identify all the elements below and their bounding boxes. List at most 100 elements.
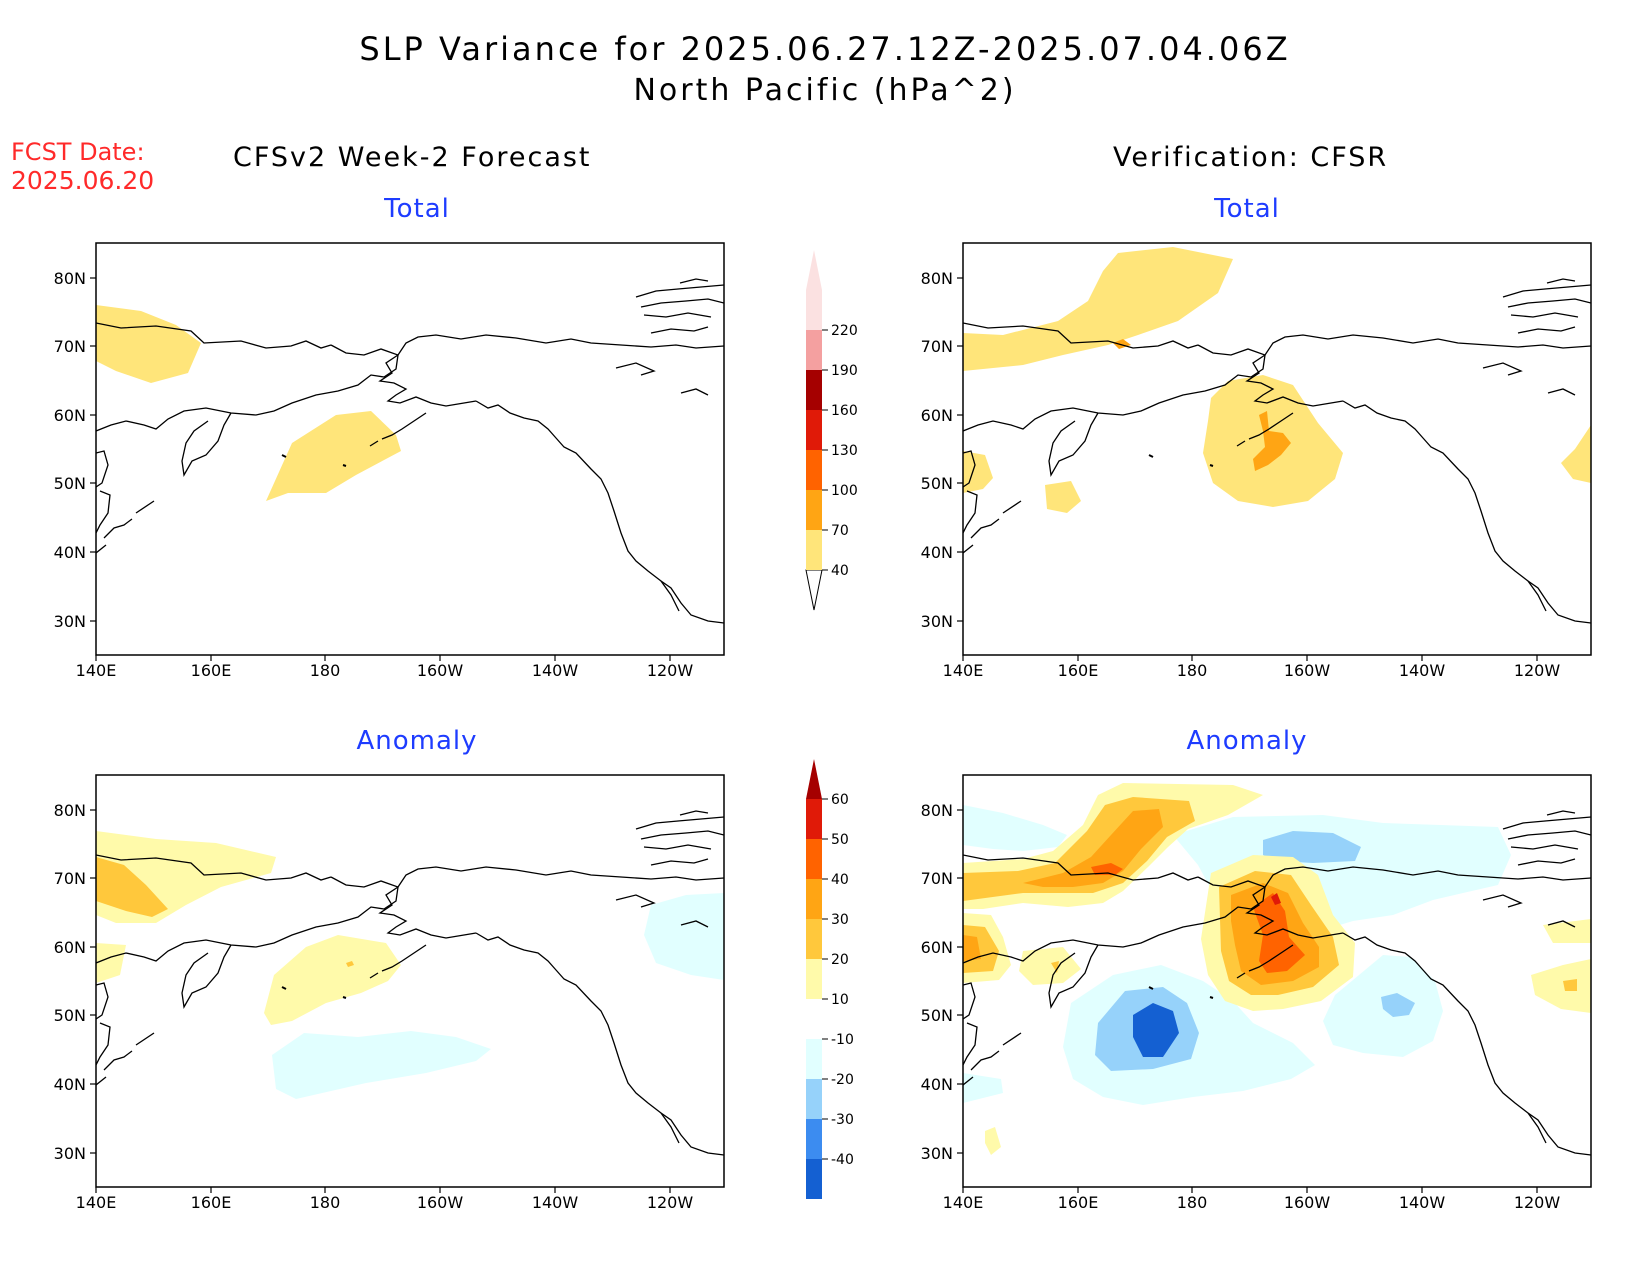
forecast-anomaly-map-frame — [95, 774, 725, 1188]
colorbar-segment — [806, 1079, 822, 1119]
forecast-anomaly-field — [96, 810, 724, 1156]
forecast-date-value: 2025.06.20 — [11, 166, 155, 195]
colorbar-label: 20 — [831, 952, 849, 968]
colorbar-segment — [806, 839, 822, 879]
lat-tick-label: 30N — [921, 1144, 953, 1163]
colorbar-label: 160 — [831, 403, 858, 419]
colorbar-segment — [806, 799, 822, 839]
lon-tick-label: 140E — [943, 661, 984, 680]
colorbar-label: 70 — [831, 523, 849, 539]
lon-tick-label: 140E — [943, 1193, 984, 1212]
colorbar-label: 50 — [831, 832, 849, 848]
colorbar-lower-extension — [805, 569, 823, 611]
lon-tick-label: 140W — [532, 1193, 579, 1212]
lat-tick-label: 40N — [921, 1075, 953, 1094]
colorbar-label: 190 — [831, 363, 858, 379]
verification-total-map-frame — [962, 242, 1592, 656]
colorbar-lower-extension — [806, 1159, 822, 1199]
lon-tick-label: 140W — [1399, 661, 1446, 680]
lat-tick-label: 80N — [921, 801, 953, 820]
lat-tick-label: 70N — [921, 869, 953, 888]
lon-tick-label: 160W — [417, 1193, 464, 1212]
lat-tick-label: 40N — [921, 543, 953, 562]
lon-tick-label: 180 — [1177, 1193, 1208, 1212]
colorbar-segment — [806, 330, 822, 370]
lon-tick-label: 180 — [1177, 661, 1208, 680]
chart-subtitle: North Pacific (hPa^2) — [633, 73, 1017, 108]
lon-tick-label: 120W — [1514, 1193, 1561, 1212]
lon-tick-label: 160E — [1058, 661, 1099, 680]
forecast-total-map-frame — [95, 242, 725, 656]
lat-tick-label: 80N — [921, 269, 953, 288]
colorbar-label: 100 — [831, 483, 858, 499]
panel-title-forecast-total: Total — [384, 194, 450, 224]
colorbar-segment — [806, 1119, 822, 1159]
colorbar-label: -10 — [831, 1032, 854, 1048]
lon-tick-label: 120W — [647, 1193, 694, 1212]
lat-tick-label: 30N — [54, 612, 86, 631]
colorbar-segment — [806, 959, 822, 999]
colorbar-segment — [806, 999, 822, 1039]
colorbar-label: -20 — [831, 1072, 854, 1088]
forecast-total-field — [96, 278, 724, 624]
lat-tick-label: 60N — [921, 938, 953, 957]
lon-tick-label: 180 — [310, 1193, 341, 1212]
lon-tick-label: 120W — [1514, 661, 1561, 680]
lat-tick-label: 50N — [921, 1006, 953, 1025]
colorbar-segment — [806, 490, 822, 530]
lon-tick-label: 160W — [417, 661, 464, 680]
verification-anomaly-field — [963, 783, 1591, 1156]
lat-tick-label: 50N — [921, 474, 953, 493]
colorbar-label: -40 — [831, 1152, 854, 1168]
verification-anomaly-map-frame — [962, 774, 1592, 1188]
lon-tick-label: 160W — [1284, 661, 1331, 680]
lat-tick-label: 60N — [54, 406, 86, 425]
colorbar-label: 30 — [831, 912, 849, 928]
forecast-date-label: FCST Date: — [11, 138, 145, 166]
colorbar-label: 40 — [831, 563, 849, 579]
panel-title-verification-anomaly: Anomaly — [1186, 726, 1308, 756]
lat-tick-label: 50N — [54, 1006, 86, 1025]
lon-tick-label: 140W — [1399, 1193, 1446, 1212]
lon-tick-label: 160E — [191, 1193, 232, 1212]
lat-tick-label: 60N — [54, 938, 86, 957]
lat-tick-label: 70N — [54, 869, 86, 888]
verification-column-header: Verification: CFSR — [1113, 142, 1389, 173]
map-axes: 80N 70N 60N 50N 40N 30N 140E 160E 180 160W 140W 120… — [54, 269, 1561, 1212]
panel-title-verification-total: Total — [1214, 194, 1280, 224]
colorbar-segment — [806, 879, 822, 919]
lat-tick-label: 70N — [54, 337, 86, 356]
colorbar-label: 10 — [831, 992, 849, 1008]
colorbar-upper-extension — [806, 250, 822, 290]
panel-title-forecast-anomaly: Anomaly — [356, 726, 478, 756]
colorbar-segment — [806, 450, 822, 490]
colorbar-segment — [806, 290, 822, 330]
lon-tick-label: 160E — [191, 661, 232, 680]
colorbar-label: 130 — [831, 443, 858, 459]
lat-tick-label: 30N — [921, 612, 953, 631]
lon-tick-label: 180 — [310, 661, 341, 680]
lat-tick-label: 70N — [921, 337, 953, 356]
colorbar-segment — [806, 530, 822, 570]
colorbar-segment — [806, 1039, 822, 1079]
lat-tick-label: 40N — [54, 543, 86, 562]
chart-title: SLP Variance for 2025.06.27.12Z-2025.07.… — [359, 30, 1291, 68]
lat-tick-label: 80N — [54, 269, 86, 288]
lon-tick-label: 160E — [1058, 1193, 1099, 1212]
verification-total-field — [963, 247, 1591, 624]
lon-tick-label: 140W — [532, 661, 579, 680]
lon-tick-label: 140E — [76, 1193, 117, 1212]
lon-tick-label: 140E — [76, 661, 117, 680]
colorbar-upper-extension — [806, 759, 822, 799]
lon-tick-label: 120W — [647, 661, 694, 680]
total-colorbar: 40 70 100 130 160 190 220 — [805, 250, 858, 611]
lat-tick-label: 60N — [921, 406, 953, 425]
colorbar-label: 220 — [831, 323, 858, 339]
lat-tick-label: 80N — [54, 801, 86, 820]
colorbar-label: 40 — [831, 872, 849, 888]
anomaly-colorbar: 60 50 40 30 20 10 -10 -20 -30 -40 — [806, 759, 854, 1199]
forecast-column-header: CFSv2 Week-2 Forecast — [233, 142, 592, 173]
lat-tick-label: 40N — [54, 1075, 86, 1094]
lat-tick-label: 50N — [54, 474, 86, 493]
